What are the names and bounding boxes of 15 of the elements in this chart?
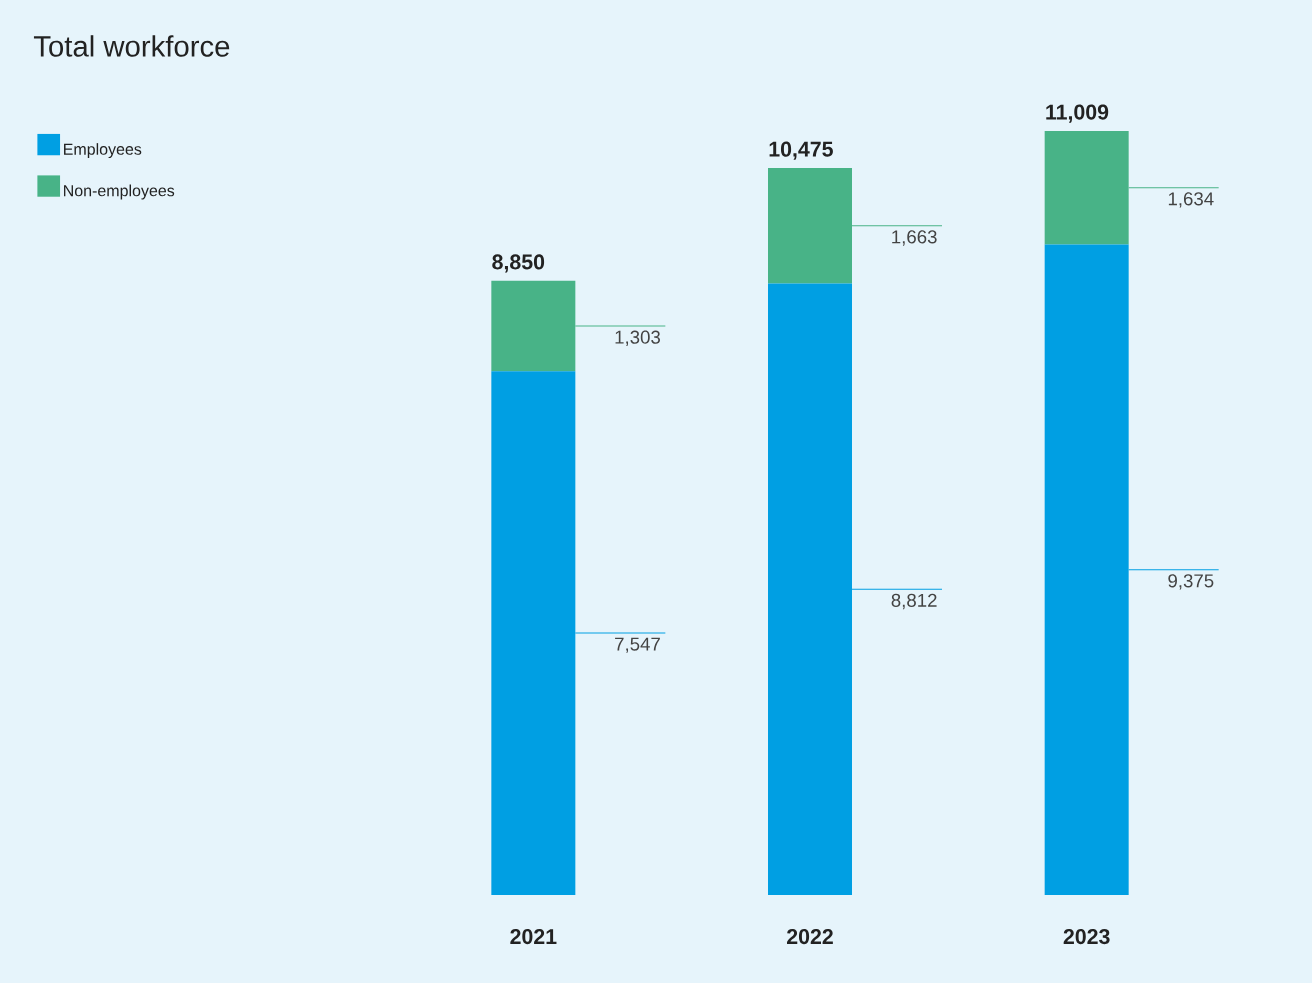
legend-label: Non-employees	[64, 184, 175, 200]
x-tick-label: 2022	[787, 929, 833, 945]
data-label: 9,375	[1168, 574, 1214, 590]
x-tick-label: 2021	[510, 929, 557, 945]
x-tick-label: 2023	[1063, 929, 1110, 945]
data-label: 1,303	[615, 330, 661, 346]
legend-label: Employees	[64, 143, 142, 159]
data-label: 1,663	[892, 230, 937, 246]
total-label: 10,475	[769, 141, 833, 160]
total-label: 8,850	[492, 254, 545, 273]
data-label: 8,812	[891, 593, 937, 610]
text: Total workforce	[33, 35, 230, 57]
data-label: 7,547	[615, 637, 660, 653]
data-label: 1,634	[1168, 192, 1214, 208]
total-label: 11,009	[1046, 104, 1109, 123]
